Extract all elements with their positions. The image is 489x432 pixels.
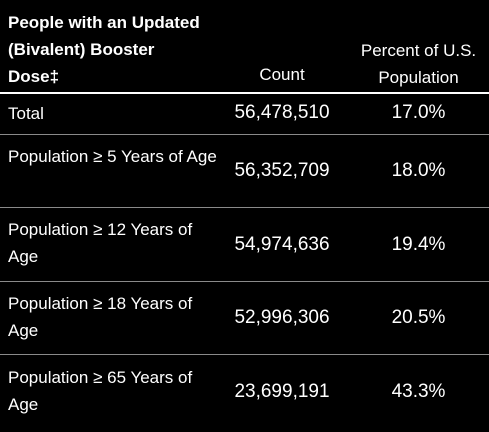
row-count: 52,996,306 [234,307,330,328]
count-column-header: Count [259,65,305,84]
row-label: Total [8,104,44,123]
row-percent: 43.3% [391,381,446,402]
table-row-age-65-plus: Population ≥ 65 Years of Age 23,699,191 … [0,355,489,432]
header-divider [0,92,489,94]
row-count: 56,352,709 [234,160,330,181]
row-count: 56,478,510 [234,102,330,123]
row-percent: 18.0% [391,160,446,181]
row-label: Population ≥ 5 Years of Age [8,147,217,166]
row-percent: 19.4% [391,234,446,255]
row-count: 23,699,191 [234,381,330,402]
percent-column-header: Percent of U.S. Population [348,37,489,91]
table-header: People with an Updated (Bivalent) Booste… [0,0,489,90]
percent-header-line2: Population [378,68,459,87]
row-count: 54,974,636 [234,234,330,255]
row-percent: 20.5% [391,307,446,328]
percent-header-line1: Percent of U.S. [360,41,477,60]
table-row-total: Total 56,478,510 17.0% [0,94,489,135]
table-row-age-12-plus: Population ≥ 12 Years of Age 54,974,636 … [0,208,489,282]
table-row-age-18-plus: Population ≥ 18 Years of Age 52,996,306 … [0,282,489,355]
table-row-age-5-plus: Population ≥ 5 Years of Age 56,352,709 1… [0,135,489,208]
row-percent: 17.0% [391,102,446,123]
table-body: Total 56,478,510 17.0% Population ≥ 5 Ye… [0,94,489,432]
row-label: Population ≥ 18 Years of Age [8,294,193,340]
row-label: Population ≥ 12 Years of Age [8,220,193,266]
row-label: Population ≥ 65 Years of Age [8,368,193,414]
table-title: People with an Updated (Bivalent) Booste… [8,13,200,86]
